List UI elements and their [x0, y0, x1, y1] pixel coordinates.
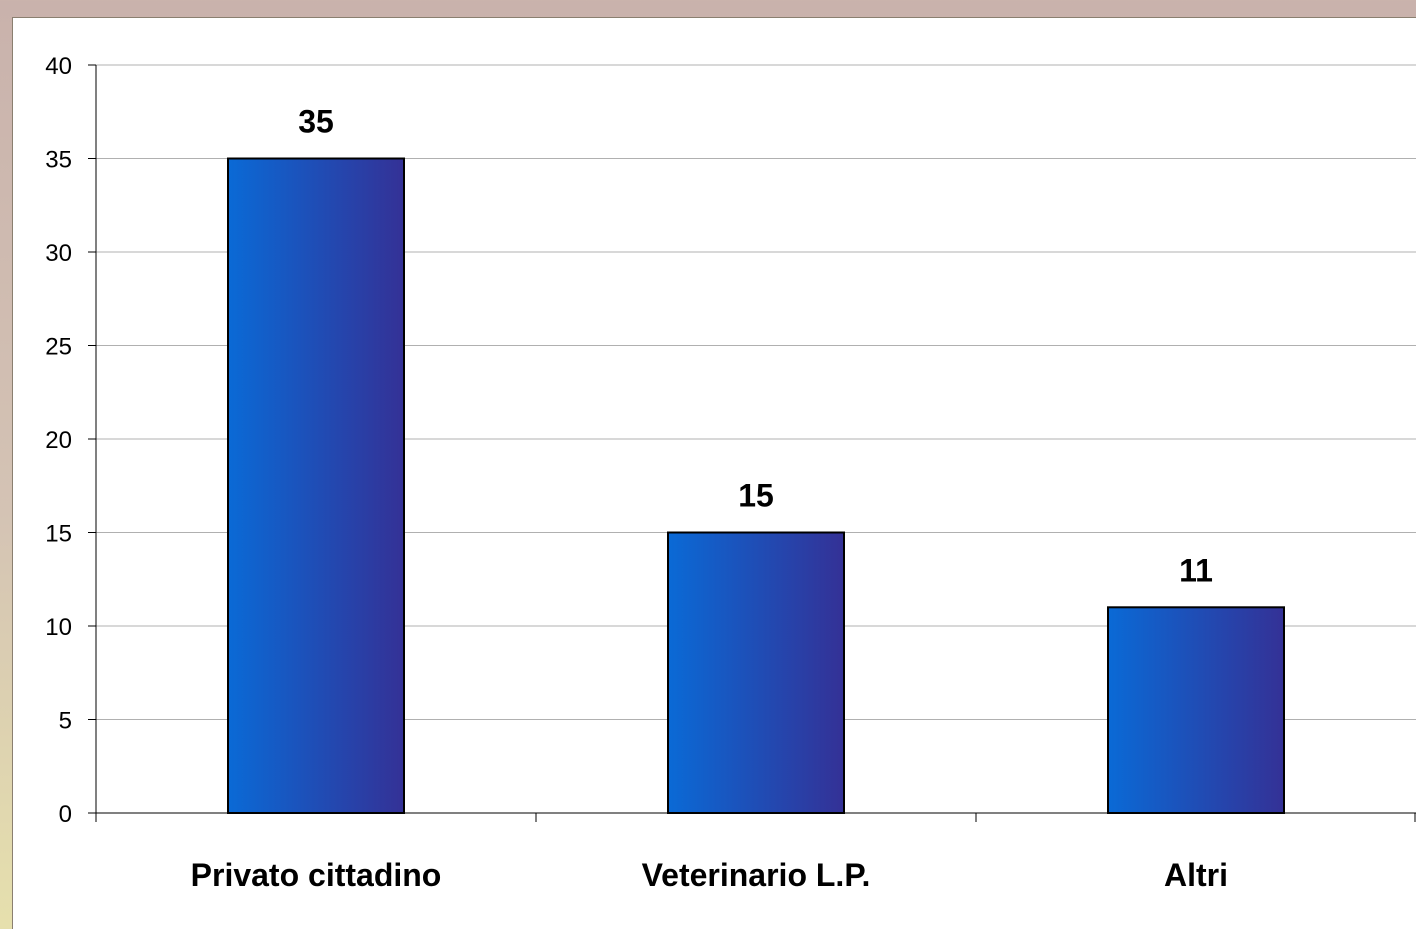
y-tick-label: 40 [45, 53, 72, 80]
x-category-label: Altri [1164, 857, 1228, 893]
bar [1107, 606, 1285, 814]
y-tick-label: 0 [59, 801, 72, 828]
y-tick-label: 25 [45, 334, 72, 361]
data-label: 35 [298, 104, 334, 140]
bars [227, 157, 1285, 814]
y-tick-label: 10 [45, 614, 72, 641]
y-tick-label: 35 [45, 147, 72, 174]
data-label: 11 [1179, 552, 1213, 588]
x-category-label: Privato cittadino [191, 857, 442, 893]
y-tick-label: 20 [45, 427, 72, 454]
y-tick-label: 5 [59, 708, 72, 735]
bar [227, 157, 405, 814]
bar [667, 531, 845, 814]
x-axis-category-labels: Privato cittadino Veterinario L.P. Altri [191, 857, 1228, 893]
x-category-label: Veterinario L.P. [642, 857, 871, 893]
data-label: 15 [738, 478, 774, 514]
y-tick-label: 15 [45, 521, 72, 548]
y-tick-label: 30 [45, 240, 72, 267]
data-labels: 35 15 11 [298, 104, 1213, 589]
y-axis-tick-labels: 0 5 10 15 20 25 30 35 40 [45, 53, 72, 828]
